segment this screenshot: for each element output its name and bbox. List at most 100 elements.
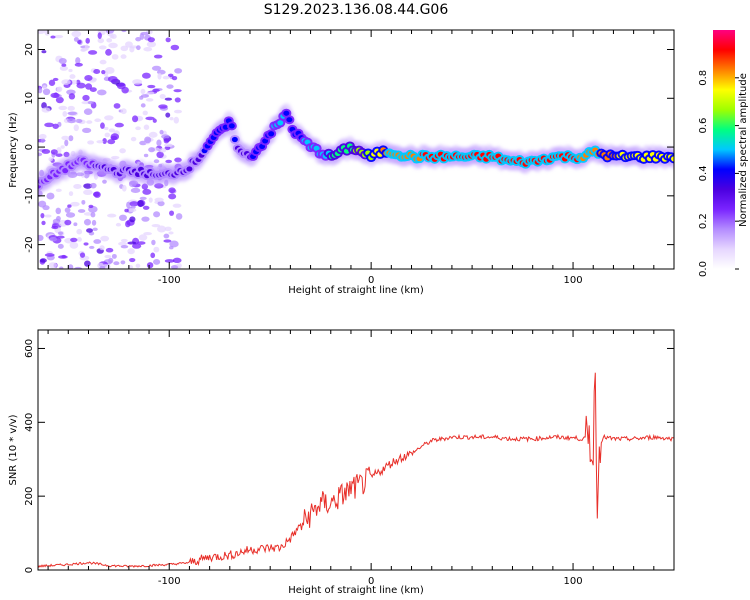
spectrogram-noise-cell: [93, 68, 101, 75]
chart-title: S129.2023.136.08.44.G06: [264, 2, 449, 18]
spectrogram-noise-cell: [44, 30, 51, 36]
spectrogram-noise-cell: [87, 50, 98, 55]
spectrogram-ytick-label: -10: [24, 188, 35, 204]
spectrogram-noise-cell: [74, 62, 83, 67]
spectrogram-noise-cell: [48, 262, 58, 269]
spectrogram-ytick-label: 20: [24, 43, 35, 56]
colorbar-ticks: 0.0 0.2 0.4 0.6 0.8: [698, 70, 739, 277]
spectrogram-noise-cell: [118, 214, 127, 221]
spectrogram-noise-cell: [94, 118, 101, 123]
spectrogram-noise-cell: [73, 222, 78, 227]
spectrogram-noise-cell: [145, 116, 155, 121]
snr-ytick-label: 0: [24, 567, 35, 573]
snr-xlabel: Height of straight line (km): [288, 585, 424, 596]
spectrogram-noise-cell: [90, 212, 96, 218]
spectrogram-noise-cell: [50, 92, 60, 98]
spectrogram-noise-cell: [159, 94, 166, 99]
spectrogram-noise-cell: [75, 118, 83, 124]
spectrogram-noise-cell: [100, 235, 110, 242]
spectrogram-noise-cell: [76, 228, 83, 235]
spectrogram-noise-cell: [143, 153, 149, 158]
spectrogram-frame: [37, 29, 675, 270]
spectrogram-noise-cell: [161, 134, 170, 139]
spectrogram-noise-cell: [113, 261, 120, 266]
spectrogram-noise-cell: [57, 243, 64, 249]
snr-panel: -100 0 100 0 200 400 600 Height of straight li…: [8, 329, 675, 596]
spectrogram-noise-cell: [83, 242, 89, 246]
spectrogram-noise-cell: [115, 222, 122, 227]
spectrogram-ridge-cell: [262, 138, 269, 144]
spectrogram-noise-cell: [85, 83, 93, 90]
spectrogram-noise-cell: [147, 37, 155, 43]
spectrogram-noise-cell: [104, 254, 112, 259]
spectrogram-noise-cell: [135, 126, 141, 131]
spectrogram-noise-cell: [55, 207, 62, 215]
spectrogram-noise-cell: [124, 208, 129, 213]
spectrogram-noise-cell: [89, 245, 95, 249]
spectrogram-noise-cell: [113, 103, 121, 109]
spectrogram-noise-cell: [76, 82, 86, 89]
spectrogram-noise-cell: [165, 112, 171, 118]
spectrogram-ridge-cell: [286, 117, 293, 123]
spectrogram-noise-cell: [44, 122, 54, 128]
spectrogram-noise-cell: [55, 188, 62, 193]
spectrogram-noise-cell: [165, 37, 171, 43]
spectrogram-noise-cell: [120, 45, 129, 52]
spectrogram-noise-cell: [84, 260, 91, 267]
spectrogram-noise-cell: [83, 212, 93, 216]
spectrogram-noise-cell: [156, 151, 164, 159]
spectrogram-noise-cell: [73, 266, 83, 269]
snr-xtick-label: -100: [158, 576, 181, 587]
spectrogram-noise-cell: [105, 30, 115, 34]
spectrogram-ridge-cell: [268, 131, 275, 137]
spectrogram-noise-cell: [82, 127, 92, 134]
spectrogram-noise-cell: [111, 155, 120, 160]
spectrogram-noise-cell: [67, 264, 74, 269]
spectrogram-noise-cell: [121, 30, 127, 33]
spectrogram-noise-cell: [40, 213, 45, 219]
spectrogram-noise-cell: [125, 220, 131, 228]
spectrogram-noise-cell: [173, 89, 182, 93]
spectrogram-noise-cell: [163, 143, 173, 148]
spectrogram-noise-cell: [64, 219, 72, 226]
spectrogram-xtick-label: 0: [368, 275, 374, 286]
spectrogram-noise-cell: [56, 235, 65, 239]
spectrogram-noise-cell: [126, 201, 131, 209]
spectrogram-noise-cell: [42, 88, 51, 96]
spectrogram-noise-cell: [61, 79, 71, 85]
spectrogram-noise-cell: [146, 91, 155, 95]
spectrogram-noise-cell: [52, 218, 61, 224]
spectrogram-noise-cell: [130, 187, 141, 193]
spectrogram-noise-cell: [41, 220, 46, 226]
spectrogram-noise-cell: [50, 149, 58, 155]
spectrogram-noise-cell: [70, 201, 80, 207]
spectrogram-noise-cell: [69, 241, 79, 249]
spectrogram-noise-cell: [120, 238, 128, 243]
spectrogram-noise-cell: [129, 258, 136, 263]
spectrogram-heatmap: [38, 30, 674, 269]
spectrogram-noise-cell: [141, 216, 150, 222]
spectrogram-noise-cell: [170, 265, 179, 269]
spectrogram-noise-cell: [104, 132, 111, 138]
spectrogram-noise-cell: [169, 240, 179, 248]
spectrogram-noise-cell: [168, 193, 177, 200]
spectrogram-noise-cell: [170, 44, 180, 51]
spectrogram-noise-cell: [168, 187, 176, 194]
spectrogram-noise-cell: [42, 85, 47, 90]
spectrogram-noise-cell: [38, 200, 47, 208]
spectrogram-noise-cell: [100, 122, 105, 129]
spectrogram-noise-cell: [67, 105, 75, 111]
spectrogram-noise-cell: [62, 111, 68, 117]
spectrogram-noise-cell: [164, 226, 172, 232]
spectrogram-noise-cell: [52, 77, 59, 81]
spectrogram-noise-cell: [68, 68, 73, 73]
spectrogram-noise-cell: [163, 138, 170, 144]
spectrogram-noise-cell: [101, 70, 106, 75]
spectrogram-noise: [38, 30, 183, 269]
spectrogram-noise-cell: [108, 42, 118, 49]
spectrogram-noise-cell: [97, 37, 105, 44]
spectrogram-noise-cell: [90, 182, 97, 189]
spectrogram-noise-cell: [172, 257, 182, 264]
